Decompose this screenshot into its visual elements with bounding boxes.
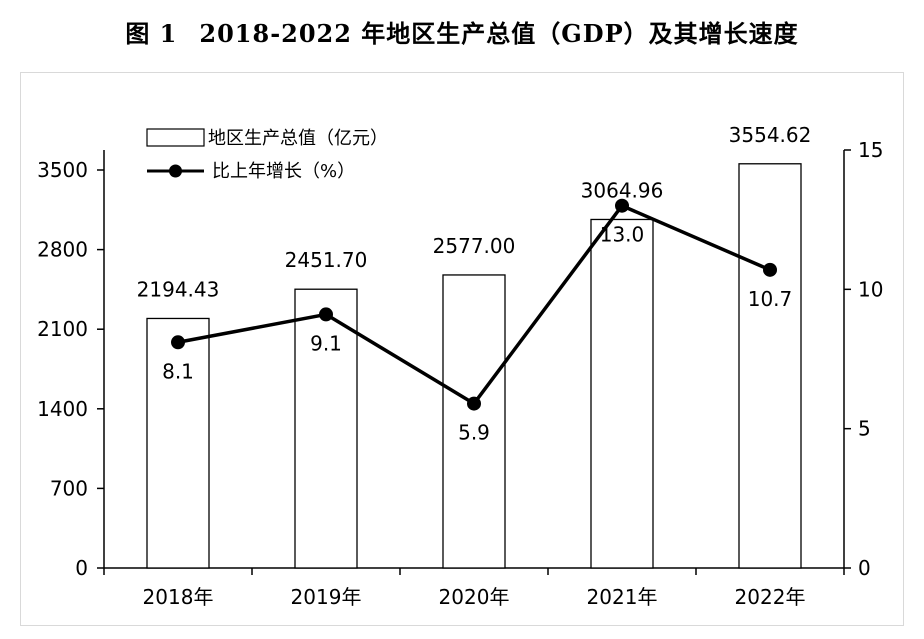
line-value-label: 10.7	[748, 287, 793, 311]
right-axis-ticks: 0 5 10 15	[844, 138, 883, 580]
bar-value-label: 3064.96	[581, 178, 664, 202]
line-value-label: 9.1	[310, 331, 342, 355]
line-point	[467, 396, 481, 411]
x-tick-label: 2021年	[587, 585, 658, 609]
legend-line-marker	[169, 164, 182, 178]
x-axis-ticks: 2018年 2019年 2020年 2021年 2022年	[103, 568, 845, 609]
bar-value-label: 2577.00	[433, 234, 516, 258]
x-tick-label: 2020年	[439, 585, 510, 609]
x-tick-label: 2019年	[291, 585, 362, 609]
legend-bar-swatch	[146, 128, 205, 147]
legend-line-label: 比上年增长（%）	[212, 161, 355, 182]
bar	[738, 163, 802, 569]
bar	[146, 317, 210, 569]
chart-frame	[20, 72, 904, 626]
figure-number: 图 1	[125, 19, 178, 48]
left-tick-label: 0	[75, 556, 88, 580]
bar-value-label: 3554.62	[729, 123, 812, 147]
bar	[442, 274, 506, 569]
left-tick-label: 1400	[37, 397, 88, 421]
chart-title: 图 1 2018-2022 年地区生产总值（GDP）及其增长速度	[0, 14, 924, 49]
x-tick-label: 2018年	[143, 585, 214, 609]
line-value-labels: 8.1 9.1 5.9 13.0 10.7	[162, 223, 792, 445]
bar-value-label: 2451.70	[285, 248, 368, 272]
chart-title-text: 2018-2022 年地区生产总值（GDP）及其增长速度	[199, 19, 799, 48]
right-tick-label: 0	[858, 556, 871, 580]
line-value-label: 5.9	[458, 421, 490, 445]
bar	[294, 288, 358, 569]
left-tick-label: 700	[50, 476, 88, 500]
line-point	[763, 262, 777, 277]
line-point	[171, 335, 185, 350]
legend: 地区生产总值（亿元） 比上年增长（%）	[146, 128, 388, 182]
right-tick-label: 10	[858, 277, 883, 301]
legend-bar-label: 地区生产总值（亿元）	[208, 128, 388, 149]
bar-series	[146, 163, 802, 569]
bar-value-labels: 2194.43 2451.70 2577.00 3064.96 3554.62	[137, 123, 812, 302]
bar	[590, 218, 654, 569]
left-tick-label: 2800	[37, 238, 88, 262]
line-point	[615, 198, 629, 213]
right-tick-label: 15	[858, 138, 883, 162]
line-point	[319, 307, 333, 322]
left-tick-label: 2100	[37, 317, 88, 341]
line-series	[171, 198, 777, 411]
left-axis-ticks: 0 700 1400 2100 2800 3500	[37, 158, 104, 580]
line-value-label: 8.1	[162, 359, 194, 383]
right-tick-label: 5	[858, 417, 871, 441]
left-tick-label: 3500	[37, 158, 88, 182]
bar-value-label: 2194.43	[137, 277, 220, 301]
line-value-label: 13.0	[600, 223, 645, 247]
x-tick-label: 2022年	[735, 585, 806, 609]
